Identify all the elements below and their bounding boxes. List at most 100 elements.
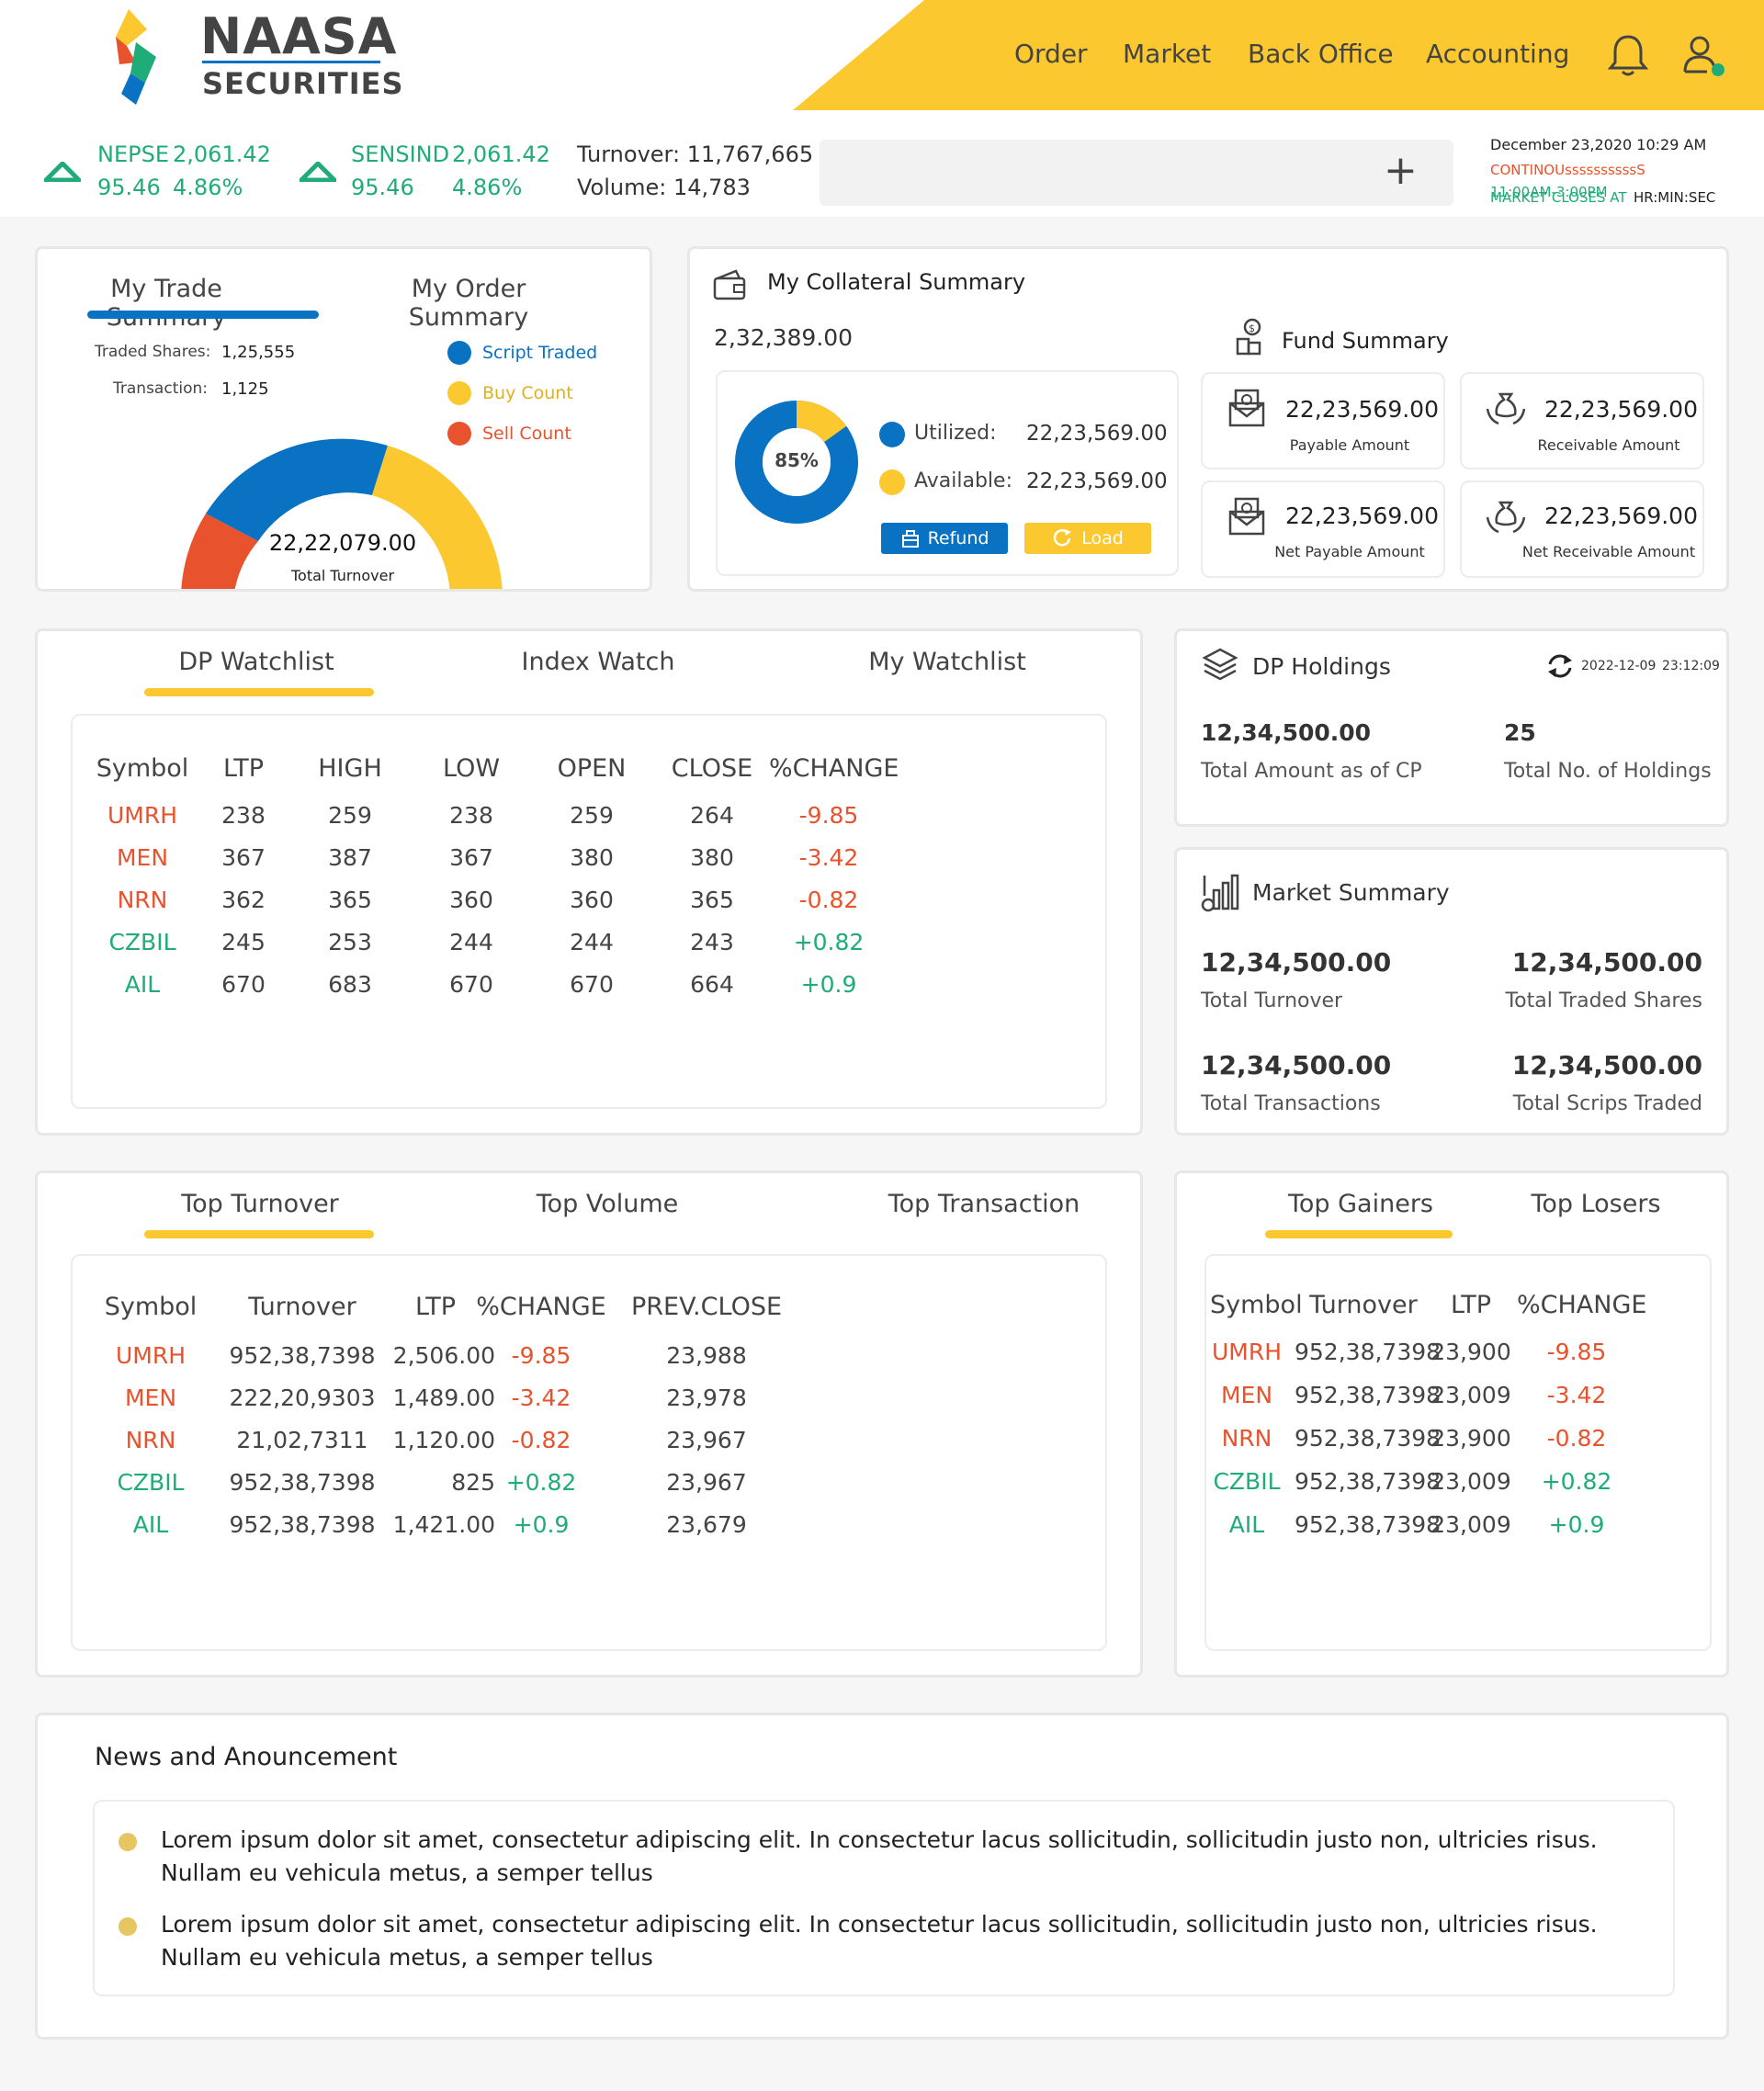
table-cell: 670 xyxy=(449,971,493,998)
fund-payable-value: 22,23,569.00 xyxy=(1285,396,1439,423)
symbol-cell[interactable]: UMRH xyxy=(1211,1339,1283,1365)
symbol-cell[interactable]: UMRH xyxy=(115,1342,187,1369)
legend-sell-count: Sell Count xyxy=(482,424,571,444)
tab-my-watchlist[interactable]: My Watchlist xyxy=(868,648,1026,676)
watch-col-header[interactable]: Symbol xyxy=(96,754,189,783)
tab-my-order-summary[interactable]: My Order Summary xyxy=(408,275,529,332)
tab-top-volume[interactable]: Top Volume xyxy=(536,1190,679,1218)
bell-icon[interactable] xyxy=(1608,33,1648,79)
ticker-add-box[interactable]: + xyxy=(820,140,1453,206)
gauge-sell-segment xyxy=(181,514,258,589)
watch-tab-indicator xyxy=(144,688,374,696)
traded-shares-value: 1,25,555 xyxy=(221,343,296,362)
nav-accounting[interactable]: Accounting xyxy=(1426,39,1570,69)
market-total-scrips-label: Total Scrips Traded xyxy=(1512,1092,1702,1115)
gain-col-header[interactable]: %CHANGE xyxy=(1517,1291,1647,1319)
dp-holdings-card: DP Holdings 2022-12-09 23:12:09 12,34,50… xyxy=(1174,628,1729,827)
donut-available-arc xyxy=(735,401,858,524)
table-cell: 23,967 xyxy=(666,1427,747,1453)
symbol-cell[interactable]: UMRH xyxy=(107,802,178,829)
fund-net-receivable-value: 22,23,569.00 xyxy=(1544,503,1698,529)
refund-button[interactable]: Refund xyxy=(881,523,1008,554)
watch-col-header[interactable]: HIGH xyxy=(318,754,382,783)
symbol-cell[interactable]: NRN xyxy=(1221,1425,1272,1452)
holdings-time: 23:12:09 xyxy=(1662,659,1720,673)
table-cell: 952,38,7398 xyxy=(229,1511,376,1538)
symbol-cell[interactable]: MEN xyxy=(116,844,169,871)
symbol-cell[interactable]: MEN xyxy=(124,1385,177,1411)
tab-top-turnover[interactable]: Top Turnover xyxy=(181,1190,339,1218)
news-bullet xyxy=(119,1917,137,1936)
symbol-cell[interactable]: AIL xyxy=(124,971,161,998)
top-col-header[interactable]: PREV.CLOSE xyxy=(630,1293,783,1321)
symbol-cell[interactable]: MEN xyxy=(1220,1382,1273,1408)
symbol-cell[interactable]: AIL xyxy=(132,1511,169,1538)
symbol-cell[interactable]: CZBIL xyxy=(108,929,176,955)
holdings-count-label: Total No. of Holdings xyxy=(1504,760,1712,783)
table-cell: 952,38,7398 xyxy=(1295,1425,1442,1452)
symbol-cell[interactable]: CZBIL xyxy=(1213,1468,1281,1495)
gain-col-header[interactable]: Symbol xyxy=(1210,1291,1303,1319)
top-col-header[interactable]: Turnover xyxy=(248,1293,356,1321)
gain-col-header[interactable]: LTP xyxy=(1450,1291,1492,1319)
news-item[interactable]: Lorem ipsum dolor sit amet, consectetur … xyxy=(161,1911,1598,1971)
news-title: News and Anouncement xyxy=(95,1743,398,1771)
top-col-header[interactable]: LTP xyxy=(414,1293,457,1321)
table-cell: 253 xyxy=(328,929,372,955)
table-cell: 360 xyxy=(449,887,493,913)
table-cell: 23,988 xyxy=(666,1342,747,1369)
load-button[interactable]: Load xyxy=(1024,523,1151,554)
nav-back-office[interactable]: Back Office xyxy=(1248,39,1394,69)
symbol-cell[interactable]: NRN xyxy=(125,1427,176,1453)
top-turnover-card: Top Turnover Top Volume Top Transaction … xyxy=(35,1170,1143,1678)
news-card: News and Anouncement Lorem ipsum dolor s… xyxy=(35,1712,1729,2040)
top-tab-indicator xyxy=(144,1230,374,1238)
svg-text:$: $ xyxy=(1249,322,1255,334)
utilized-dot xyxy=(879,422,905,447)
table-cell: 1,120.00 xyxy=(392,1427,495,1453)
holdings-count: 25 xyxy=(1504,719,1536,746)
symbol-cell[interactable]: NRN xyxy=(117,887,168,913)
nav-order[interactable]: Order xyxy=(1014,39,1088,69)
news-item[interactable]: Lorem ipsum dolor sit amet, consectetur … xyxy=(161,1826,1598,1886)
market-total-scrips: 12,34,500.00 xyxy=(1511,1050,1702,1080)
gain-col-header[interactable]: Turnover xyxy=(1309,1291,1418,1319)
gauge-script-segment xyxy=(206,438,388,541)
top-col-header[interactable]: %CHANGE xyxy=(476,1293,606,1321)
plus-icon[interactable]: + xyxy=(1384,147,1418,194)
table-cell: 952,38,7398 xyxy=(1295,1468,1442,1495)
tab-top-losers[interactable]: Top Losers xyxy=(1531,1190,1661,1218)
market-summary-title: Market Summary xyxy=(1252,879,1450,906)
tab-dp-watchlist[interactable]: DP Watchlist xyxy=(178,648,334,676)
gainers-table: Symbol Turnover LTP %CHANGE UMRH 952,38,7398… xyxy=(1204,1254,1712,1651)
tab-top-transaction[interactable]: Top Transaction xyxy=(888,1190,1080,1218)
table-cell: +0.82 xyxy=(1541,1468,1612,1495)
symbol-cell[interactable]: CZBIL xyxy=(117,1469,185,1496)
top-col-header[interactable]: Symbol xyxy=(104,1293,198,1321)
tab-index-watch[interactable]: Index Watch xyxy=(521,648,675,676)
table-cell: 259 xyxy=(570,802,614,829)
sync-icon[interactable] xyxy=(1546,653,1574,679)
legend-script-traded: Script Traded xyxy=(482,343,598,363)
table-cell: +0.9 xyxy=(1548,1511,1605,1538)
traded-shares-label: Traded Shares: xyxy=(95,343,211,361)
tab-my-trade-summary[interactable]: My Trade Summary xyxy=(107,275,226,332)
watch-col-header[interactable]: LTP xyxy=(222,754,265,783)
user-icon[interactable] xyxy=(1679,33,1725,79)
watch-col-header[interactable]: CLOSE xyxy=(671,754,753,783)
symbol-cell[interactable]: AIL xyxy=(1228,1511,1265,1538)
table-cell: 367 xyxy=(449,844,493,871)
table-cell: 670 xyxy=(570,971,614,998)
top-header: NAASA SECURITIES Order Market Back Offic… xyxy=(0,0,1764,217)
watch-col-header[interactable]: %CHANGE xyxy=(769,754,899,783)
table-cell: -9.85 xyxy=(798,802,859,829)
load-label: Load xyxy=(1081,528,1124,548)
nav-market[interactable]: Market xyxy=(1123,39,1212,69)
watch-col-header[interactable]: OPEN xyxy=(557,754,627,783)
market-total-transactions-label: Total Transactions xyxy=(1201,1092,1381,1115)
watch-col-header[interactable]: LOW xyxy=(442,754,501,783)
tab-top-gainers[interactable]: Top Gainers xyxy=(1287,1190,1433,1218)
collateral-summary-card: My Collateral Summary 2,32,389.00 85% Ut… xyxy=(687,246,1729,592)
table-cell: +0.82 xyxy=(793,929,865,955)
table-cell: -3.42 xyxy=(1546,1382,1607,1408)
